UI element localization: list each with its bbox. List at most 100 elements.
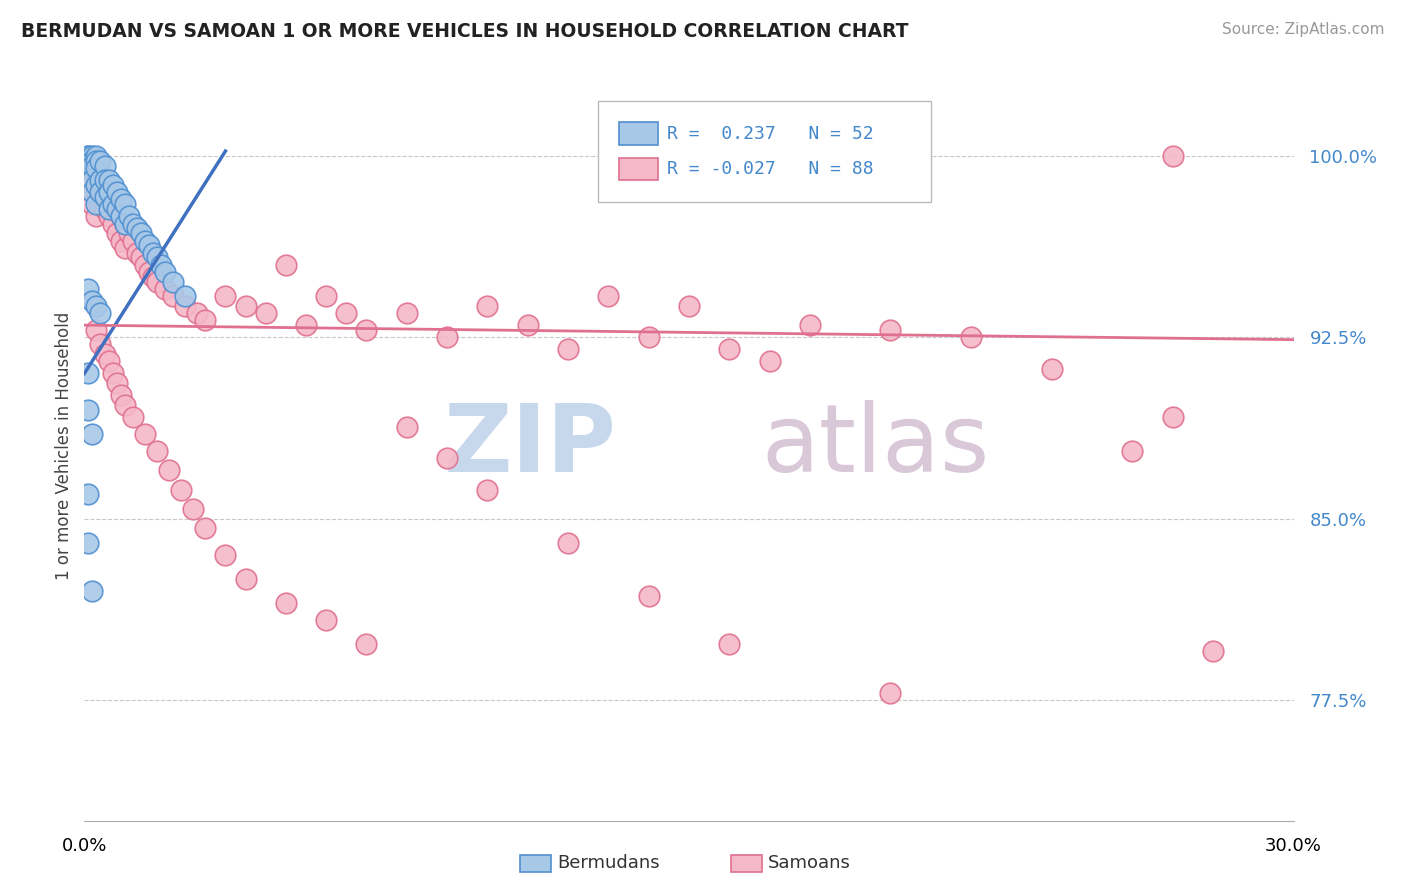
Point [82, 426, 104, 441]
Point [142, 245, 165, 260]
Point [86, 161, 108, 175]
Point [114, 398, 136, 412]
Point [758, 354, 780, 368]
Point [110, 210, 132, 224]
Point [86, 185, 108, 199]
Point [86, 153, 108, 168]
Point [86, 197, 108, 211]
Point [295, 318, 318, 333]
Point [637, 330, 659, 344]
Point [118, 227, 141, 241]
Point [77, 402, 100, 417]
Point [118, 210, 141, 224]
Point [82, 178, 104, 192]
Point [110, 193, 132, 207]
Point [97, 210, 120, 224]
Point [162, 289, 184, 303]
Point [153, 265, 176, 279]
Text: atlas: atlas [762, 400, 990, 492]
Point [93, 178, 115, 192]
Point [274, 258, 297, 272]
Point [254, 306, 277, 320]
Point [82, 153, 104, 168]
Point [89, 153, 111, 168]
Point [186, 306, 208, 320]
Point [477, 483, 499, 497]
Point [335, 306, 357, 320]
Point [82, 293, 104, 308]
Point [395, 306, 418, 320]
Point [315, 289, 337, 303]
Point [77, 367, 100, 381]
Point [101, 197, 124, 211]
Point [129, 251, 152, 265]
Point [89, 185, 111, 199]
Point [174, 289, 197, 303]
Point [97, 185, 120, 199]
Y-axis label: 1 or more Vehicles in Household: 1 or more Vehicles in Household [55, 312, 73, 580]
Text: Source: ZipAtlas.com: Source: ZipAtlas.com [1222, 22, 1385, 37]
Point [110, 210, 132, 224]
Point [101, 178, 124, 192]
Point [718, 343, 741, 357]
Point [194, 313, 217, 327]
Point [134, 426, 156, 441]
Point [879, 685, 901, 699]
Text: Bermudans: Bermudans [557, 855, 659, 872]
Point [77, 153, 100, 168]
Point [77, 487, 100, 501]
Point [146, 443, 169, 458]
Point [121, 409, 143, 424]
Point [516, 318, 538, 333]
Text: Samoans: Samoans [768, 855, 851, 872]
Point [82, 161, 104, 175]
Point [77, 282, 100, 296]
Point [174, 299, 197, 313]
Point [142, 269, 165, 284]
Point [110, 234, 132, 248]
Point [121, 217, 143, 231]
Point [86, 178, 108, 192]
Point [129, 227, 152, 241]
Point [82, 159, 104, 173]
Point [89, 306, 111, 320]
Point [157, 463, 180, 477]
Point [105, 185, 128, 199]
Text: R =  0.237   N = 52: R = 0.237 N = 52 [668, 125, 873, 143]
Point [89, 337, 111, 351]
Point [557, 343, 579, 357]
Point [101, 367, 124, 381]
Point [718, 637, 741, 651]
Bar [619, 158, 658, 180]
Point [799, 318, 821, 333]
Point [146, 275, 169, 289]
Point [77, 535, 100, 549]
Point [138, 265, 160, 279]
Point [356, 637, 378, 651]
Point [105, 376, 128, 391]
Point [105, 202, 128, 216]
Point [86, 299, 108, 313]
Point [1161, 409, 1184, 424]
Point [86, 210, 108, 224]
Point [97, 354, 120, 368]
Point [557, 535, 579, 549]
Point [477, 299, 499, 313]
Point [93, 159, 115, 173]
Point [77, 149, 100, 163]
Point [77, 149, 100, 163]
Point [114, 197, 136, 211]
Point [77, 173, 100, 187]
Point [77, 153, 100, 168]
Point [89, 197, 111, 211]
Point [101, 217, 124, 231]
Point [678, 299, 700, 313]
Point [97, 185, 120, 199]
Point [93, 202, 115, 216]
Point [149, 258, 172, 272]
FancyBboxPatch shape [599, 102, 931, 202]
Point [1202, 644, 1225, 658]
Point [879, 323, 901, 337]
Point [110, 388, 132, 402]
Point [82, 173, 104, 187]
